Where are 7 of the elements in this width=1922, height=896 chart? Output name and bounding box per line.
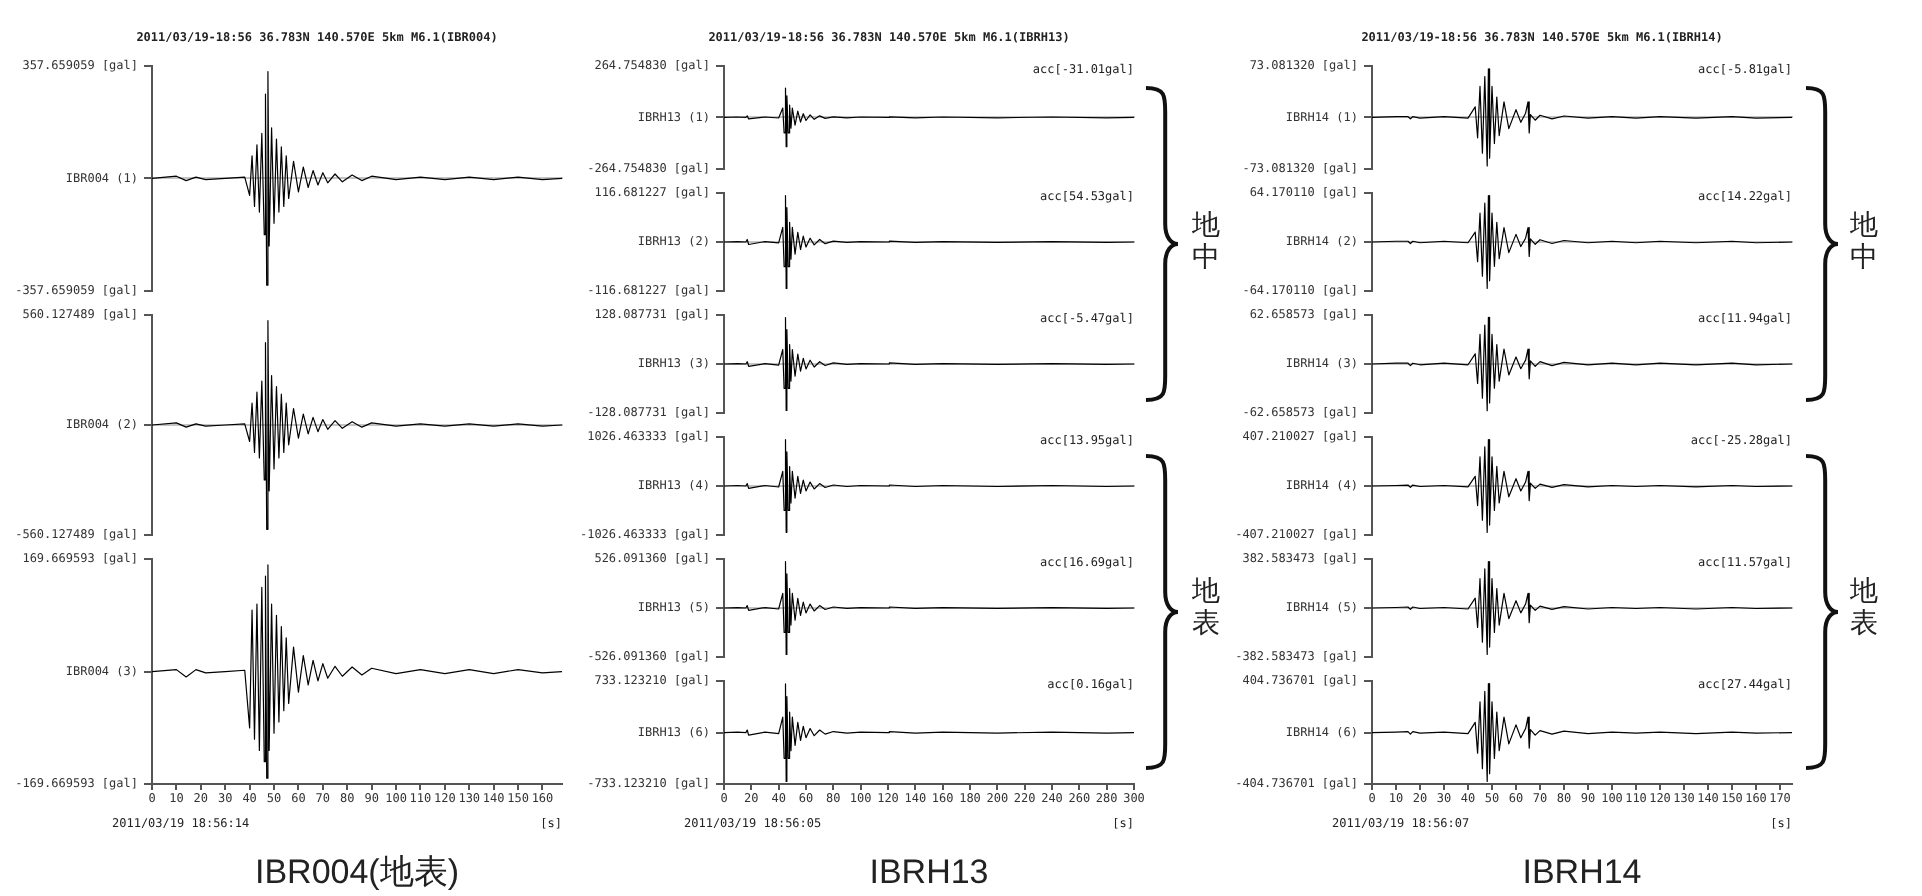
text: IBRH14 bbox=[1522, 853, 1642, 892]
text: 地表 bbox=[1190, 573, 1220, 638]
text: 地中 bbox=[1190, 207, 1220, 272]
text: IBR004(地表) bbox=[254, 853, 460, 892]
text: 地中 bbox=[1848, 207, 1878, 272]
text: IBRH13 bbox=[869, 853, 989, 892]
text: 地表 bbox=[1848, 573, 1878, 638]
